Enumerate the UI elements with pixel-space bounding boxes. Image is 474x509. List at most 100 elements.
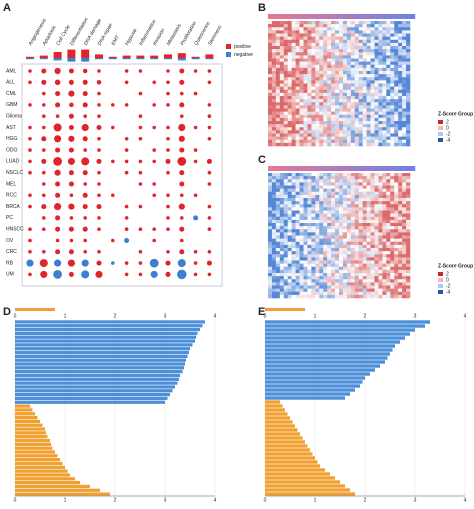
heat-cell [327, 142, 332, 147]
heat-cell [299, 24, 304, 28]
heat-cell [268, 254, 273, 258]
heat-cell [390, 232, 395, 236]
heat-cell [291, 64, 296, 69]
heat-cell [382, 130, 387, 134]
heat-cell [315, 133, 320, 137]
bubble [69, 102, 74, 108]
heat-cell [283, 201, 289, 205]
heat-cell [319, 276, 324, 280]
heat-cell [354, 80, 360, 84]
heat-cell [295, 204, 300, 208]
heat-cell [271, 223, 277, 227]
heat-cell [335, 273, 340, 277]
heat-cell [327, 188, 332, 193]
row-label: AML [6, 68, 17, 74]
heat-cell [354, 291, 360, 296]
heat-cell [319, 238, 324, 243]
bubble [165, 158, 171, 164]
heat-cell [319, 83, 324, 87]
heat-cell [335, 80, 340, 84]
row-label: NSCLC [6, 170, 23, 176]
heat-cell [362, 282, 367, 286]
heat-cell [319, 96, 324, 100]
heat-cell [406, 52, 411, 56]
heat-cell [398, 266, 403, 271]
heat-cell [382, 176, 387, 180]
heat-cell [398, 74, 403, 78]
heat-cell [374, 39, 379, 44]
heat-cell [398, 282, 403, 286]
heat-cell [346, 74, 352, 78]
heat-cell [275, 273, 281, 277]
heat-cell [279, 223, 285, 227]
bubble [55, 249, 61, 255]
heat-cell [319, 279, 324, 283]
heat-cell [299, 279, 304, 283]
heat-cell [287, 133, 292, 137]
heat-cell [366, 89, 371, 94]
heat-cell [327, 263, 332, 268]
heat-cell [279, 127, 285, 131]
positive-bar [205, 54, 214, 58]
heat-cell [339, 244, 344, 249]
heat-cell [362, 285, 367, 289]
group-bar [356, 166, 362, 171]
heat-cell [327, 64, 332, 69]
heat-cell [370, 276, 375, 280]
heat-cell [370, 46, 375, 50]
heat-cell [362, 288, 367, 293]
heat-cell [323, 288, 328, 293]
heat-cell [279, 86, 285, 91]
heat-cell [303, 173, 308, 177]
heat-cell [283, 114, 289, 119]
heat-cell [346, 223, 352, 227]
heat-cell [303, 102, 308, 106]
heat-cell [283, 232, 289, 236]
heat-cell [339, 83, 344, 87]
group-bar [297, 166, 303, 171]
heat-cell [394, 24, 399, 28]
heat-cell [335, 83, 340, 87]
heat-cell [362, 244, 367, 249]
heat-cell [394, 121, 399, 125]
heat-cell [299, 285, 304, 289]
heat-cell [402, 266, 407, 271]
heat-cell [406, 229, 411, 233]
heat-cell [406, 96, 411, 100]
heat-cell [402, 86, 407, 91]
heat-cell [279, 235, 285, 239]
heat-cell [374, 207, 379, 211]
heat-cell [323, 89, 328, 94]
heat-cell [268, 294, 273, 299]
heat-cell [350, 269, 356, 274]
heat-cell [279, 251, 285, 255]
heat-cell [354, 282, 360, 286]
row-label: OV [6, 238, 14, 244]
heat-cell [268, 198, 273, 202]
heat-cell [370, 108, 375, 112]
bubble [179, 147, 185, 153]
heat-cell [287, 273, 292, 277]
bubble [138, 114, 143, 118]
heat-cell [287, 182, 292, 186]
heat-cell [303, 226, 308, 230]
heat-cell [398, 92, 403, 97]
heat-cell [315, 42, 320, 47]
group-bar [370, 166, 377, 171]
heat-cell [275, 207, 281, 211]
group-bar [351, 166, 357, 171]
bar [265, 396, 345, 400]
heat-cell [283, 55, 289, 59]
heat-cell [366, 282, 371, 286]
heat-cell [307, 136, 312, 141]
heat-cell [275, 279, 281, 283]
heat-cell [390, 282, 395, 286]
heat-cell [378, 92, 383, 97]
heat-cell [323, 182, 328, 186]
heat-cell [307, 176, 312, 180]
group-bar [390, 14, 396, 19]
bubble [111, 261, 115, 265]
heat-cell [315, 263, 320, 268]
bubble [40, 270, 48, 278]
heat-cell [327, 257, 332, 261]
